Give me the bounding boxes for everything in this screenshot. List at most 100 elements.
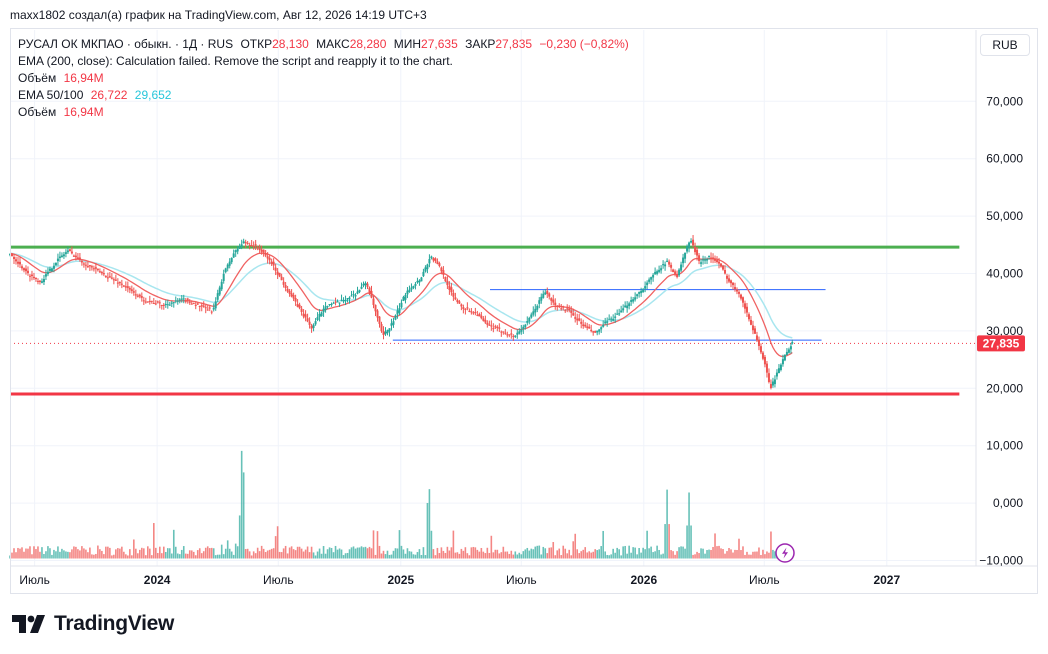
volume-row[interactable]: Объём 16,94M xyxy=(18,70,629,87)
volume-bar xyxy=(254,553,257,559)
candle-body xyxy=(192,303,195,305)
volume-bar xyxy=(440,547,443,559)
candle-body xyxy=(596,330,599,333)
tradingview-logo[interactable]: TradingView xyxy=(12,612,174,636)
last-price-marker: 27,835 xyxy=(10,335,1025,352)
volume-bar xyxy=(376,531,379,559)
volume-bar xyxy=(268,549,271,559)
candle-body xyxy=(741,297,744,303)
volume-bar xyxy=(105,546,107,559)
candle-body xyxy=(330,304,333,306)
candle-body xyxy=(150,300,153,302)
candle-body xyxy=(214,301,217,309)
candle-body xyxy=(310,325,313,329)
volume-bar xyxy=(342,555,345,559)
candle-body xyxy=(230,257,233,263)
candle-body xyxy=(94,267,97,269)
volume-bar xyxy=(680,546,682,559)
volume-bar xyxy=(45,551,47,559)
volume-bar xyxy=(760,554,762,559)
ema200-row[interactable]: EMA (200, close): Calculation failed. Re… xyxy=(18,54,453,68)
candle-body xyxy=(156,301,159,303)
candle-body xyxy=(664,264,667,267)
volume-bar xyxy=(125,554,127,559)
volume-bar xyxy=(65,551,67,559)
candle-body xyxy=(538,300,541,304)
candle-body xyxy=(314,321,317,325)
volume-bar xyxy=(510,550,513,559)
chart-credit: maxx1802 создал(а) график на TradingView… xyxy=(10,8,427,22)
candle-body xyxy=(378,316,381,324)
volume-bar xyxy=(115,549,117,559)
candle-body xyxy=(182,298,185,300)
candle-body xyxy=(368,287,371,294)
volume-bar xyxy=(728,548,730,559)
volume-bar xyxy=(644,549,646,559)
candle-body xyxy=(164,303,167,305)
candle-body xyxy=(360,286,363,289)
volume-bar xyxy=(620,555,622,559)
candle-body xyxy=(520,329,523,332)
volume-bar xyxy=(386,550,389,559)
volume-bar xyxy=(656,545,658,559)
volume-bar xyxy=(626,553,628,559)
volume-bar xyxy=(95,553,97,559)
volume-bar xyxy=(396,548,399,559)
candle-body xyxy=(342,300,345,302)
volume-bar xyxy=(496,549,499,559)
volume-bar xyxy=(432,549,435,559)
volume-bar xyxy=(708,549,710,559)
ema50-100-row[interactable]: EMA 50/100 26,722 29,652 xyxy=(18,87,629,104)
volume-bar xyxy=(151,555,153,559)
volume-bar xyxy=(210,547,213,559)
volume-row-2[interactable]: Объём 16,94M xyxy=(18,104,629,121)
currency-button[interactable]: RUB xyxy=(980,34,1030,56)
candle-body xyxy=(256,246,259,248)
volume-bar xyxy=(260,545,263,559)
volume-bar xyxy=(554,555,557,559)
candle-body xyxy=(272,261,275,266)
volume-bar xyxy=(638,548,640,559)
candle-body xyxy=(174,300,177,302)
candle-body xyxy=(322,308,325,313)
candle-body xyxy=(440,267,443,272)
volume-bar xyxy=(658,549,660,559)
candle-body xyxy=(737,291,740,294)
candle-body xyxy=(735,289,738,292)
volume-bar xyxy=(31,554,33,559)
candle-body xyxy=(184,300,187,302)
flash-icon[interactable] xyxy=(775,543,795,563)
candle-body xyxy=(620,310,623,313)
candle-body xyxy=(70,251,73,254)
symbol-name[interactable]: РУСАЛ ОК МКПАО · обыкн. · 1Д · RUS xyxy=(18,37,234,51)
candle-body xyxy=(684,252,687,259)
x-tick-label: 2025 xyxy=(387,573,414,587)
volume-bar xyxy=(480,547,483,559)
y-tick-label: 30,000 xyxy=(986,324,1023,338)
volume-bar xyxy=(568,549,571,559)
candle-body xyxy=(518,331,521,334)
candle-body xyxy=(478,314,481,317)
volume-bar xyxy=(196,550,199,559)
candle-body xyxy=(640,290,643,294)
volume-bar xyxy=(224,548,227,559)
volume-bar xyxy=(360,546,363,559)
candle-body xyxy=(388,328,391,332)
symbol-row[interactable]: РУСАЛ ОК МКПАО · обыкн. · 1Д · RUS ОТКР2… xyxy=(18,36,629,53)
candle-body xyxy=(298,304,301,309)
candle-body xyxy=(408,289,411,292)
volume-bar xyxy=(372,530,375,559)
volume-bar xyxy=(256,547,259,559)
y-tick-label: 60,000 xyxy=(986,152,1023,166)
candle-body xyxy=(302,313,305,317)
candle-body xyxy=(570,310,573,313)
candle-body xyxy=(348,297,351,299)
volume-bar xyxy=(244,549,247,559)
volume-bar xyxy=(43,553,45,559)
candle-body xyxy=(751,325,754,331)
volume-bar xyxy=(53,549,55,559)
candle-body xyxy=(648,279,651,282)
candle-body xyxy=(668,261,671,265)
candle-body xyxy=(498,327,501,329)
